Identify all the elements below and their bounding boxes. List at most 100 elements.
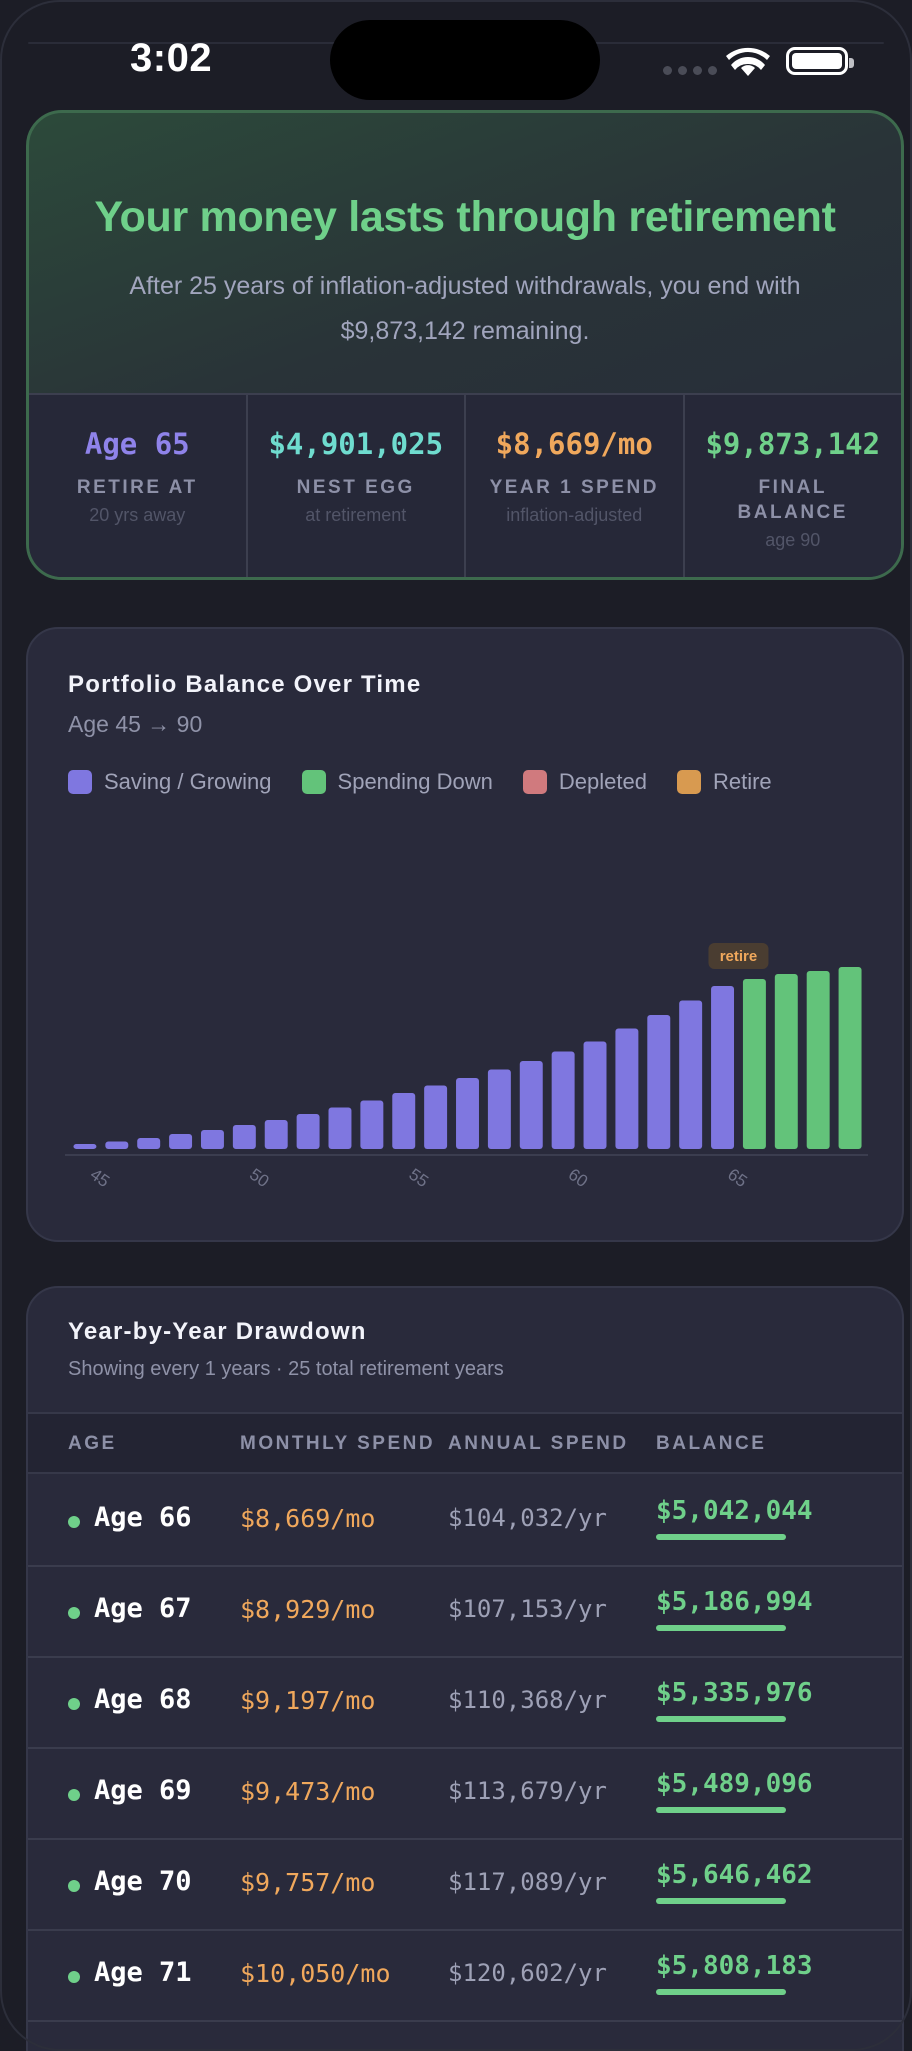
x-tick-label: 55 — [405, 1165, 431, 1191]
status-dot — [68, 1971, 80, 1983]
stat-value: $8,669/mo — [495, 427, 653, 461]
table-row[interactable]: Age 70 $9,757/mo $117,089/yr $5,646,462 — [28, 1840, 902, 1931]
table-row[interactable]: Age 66 $8,669/mo $104,032/yr $5,042,044 — [28, 1476, 902, 1567]
row-age: Age 68 — [94, 1684, 192, 1715]
status-dot — [68, 1789, 80, 1801]
legend-item-depleted: Depleted — [522, 769, 647, 795]
chart-bar — [774, 974, 798, 1149]
legend-item-saving: Saving / Growing — [68, 769, 272, 795]
column-header-annual-spend: ANNUAL SPEND — [448, 1433, 629, 1454]
chart-bar — [647, 1015, 671, 1149]
x-tick-label: 50 — [246, 1165, 272, 1191]
status-dot — [68, 1607, 80, 1619]
result-headline: Your money lasts through retirement — [94, 193, 836, 241]
wifi-icon — [726, 47, 770, 76]
legend-label: Saving / Growing — [104, 769, 272, 794]
row-monthly-spend: $10,050/mo — [240, 1959, 391, 1988]
chart-bar — [296, 1114, 320, 1149]
status-dot — [68, 1880, 80, 1892]
summary-stats: Age 65 RETIRE AT 20 yrs away $4,901,025 … — [29, 393, 901, 577]
row-annual-spend: $107,153/yr — [448, 1595, 607, 1623]
column-header-balance: BALANCE — [656, 1433, 767, 1454]
chart-bar — [392, 1093, 416, 1149]
stat-value: Age 65 — [84, 427, 190, 461]
x-tick-label: 45 — [87, 1165, 113, 1191]
row-balance: $5,335,976 — [656, 1678, 813, 1708]
chart-bar — [73, 1144, 97, 1149]
chart-bar — [169, 1134, 193, 1149]
chart-bar — [487, 1069, 511, 1149]
retire-marker — [708, 943, 769, 969]
stat-note: age 90 — [765, 530, 821, 550]
stat-year1-spend: $8,669/mo YEAR 1 SPEND inflation-adjuste… — [466, 395, 685, 577]
portfolio-balance-chart: 45 50 55 60 65 retire — [65, 943, 868, 1191]
balance-bar — [656, 1898, 786, 1904]
table-row[interactable]: Age 71 $10,050/mo $120,602/yr $5,808,183 — [28, 1931, 902, 2022]
stat-label: NEST EGG — [296, 477, 415, 498]
row-age: Age 70 — [94, 1866, 192, 1897]
chart-title: Portfolio Balance Over Time — [68, 671, 422, 698]
row-monthly-spend: $9,473/mo — [240, 1777, 376, 1806]
stat-final-balance: $9,873,142 FINAL BALANCE age 90 — [685, 395, 902, 577]
stat-retire-at: Age 65 RETIRE AT 20 yrs away — [29, 395, 248, 577]
balance-bar — [656, 1534, 786, 1540]
status-time: 3:02 — [130, 36, 213, 80]
chart-bar — [551, 1051, 575, 1149]
row-monthly-spend: $8,929/mo — [240, 1595, 376, 1624]
row-annual-spend: $113,679/yr — [448, 1777, 607, 1805]
chart-bar — [838, 967, 862, 1149]
stat-note: at retirement — [305, 505, 407, 525]
table-subtitle: Showing every 1 years · 25 total retirem… — [68, 1358, 504, 1380]
result-summary-card: Your money lasts through retirement Afte… — [26, 110, 904, 580]
chart-bar — [742, 979, 766, 1149]
table-row[interactable]: Age 69 $9,473/mo $113,679/yr $5,489,096 — [28, 1749, 902, 1840]
legend-label: Retire — [712, 769, 772, 794]
legend-swatch — [676, 770, 701, 794]
balance-bar — [656, 1625, 786, 1631]
row-annual-spend: $110,368/yr — [448, 1686, 607, 1714]
stat-note: inflation-adjusted — [506, 505, 643, 525]
x-tick-label: 60 — [565, 1165, 591, 1191]
row-balance: $5,808,183 — [656, 1951, 813, 1981]
column-header-monthly-spend: MONTHLY SPEND — [240, 1433, 436, 1454]
balance-bar — [656, 1716, 786, 1722]
chart-bar — [360, 1100, 384, 1149]
row-age: Age 69 — [94, 1775, 192, 1806]
retire-marker-label: retire — [720, 948, 758, 965]
chart-subtitle: Age 45 → 90 — [68, 711, 203, 737]
dynamic-island — [330, 20, 600, 100]
row-balance: $5,042,044 — [656, 1496, 813, 1526]
chart-bar — [679, 1000, 703, 1149]
table-row[interactable] — [28, 2022, 902, 2051]
chart-bar — [200, 1130, 224, 1149]
table-row[interactable]: Age 67 $8,929/mo $107,153/yr $5,186,994 — [28, 1567, 902, 1658]
row-annual-spend: $104,032/yr — [448, 1504, 607, 1532]
chart-bar — [137, 1138, 161, 1149]
row-age: Age 66 — [94, 1502, 192, 1533]
row-monthly-spend: $9,197/mo — [240, 1686, 376, 1715]
table-title: Year-by-Year Drawdown — [68, 1318, 367, 1345]
row-monthly-spend: $9,757/mo — [240, 1868, 376, 1897]
chart-legend: Saving / Growing Spending Down Depleted … — [68, 769, 802, 795]
row-balance: $5,489,096 — [656, 1769, 813, 1799]
legend-item-retire: Retire — [676, 769, 772, 795]
legend-label: Depleted — [558, 769, 647, 794]
chart-bar — [328, 1107, 352, 1149]
row-monthly-spend: $8,669/mo — [240, 1504, 376, 1533]
legend-label: Spending Down — [337, 769, 493, 794]
stat-value: $9,873,142 — [705, 427, 881, 461]
table-row[interactable]: Age 68 $9,197/mo $110,368/yr $5,335,976 — [28, 1658, 902, 1749]
row-balance: $5,646,462 — [656, 1860, 813, 1890]
stat-label: YEAR 1 SPEND — [489, 477, 659, 498]
legend-swatch — [522, 770, 547, 794]
column-header-age: AGE — [68, 1433, 117, 1454]
row-age: Age 71 — [94, 1957, 192, 1988]
legend-swatch — [301, 770, 326, 794]
row-annual-spend: $117,089/yr — [448, 1868, 607, 1896]
x-tick-label: 65 — [724, 1165, 750, 1191]
result-description: After 25 years of inflation-adjusted wit… — [129, 272, 801, 345]
row-annual-spend: $120,602/yr — [448, 1959, 607, 1987]
status-dot — [68, 1698, 80, 1710]
stat-value: $4,901,025 — [268, 427, 444, 461]
balance-bar — [656, 1807, 786, 1813]
